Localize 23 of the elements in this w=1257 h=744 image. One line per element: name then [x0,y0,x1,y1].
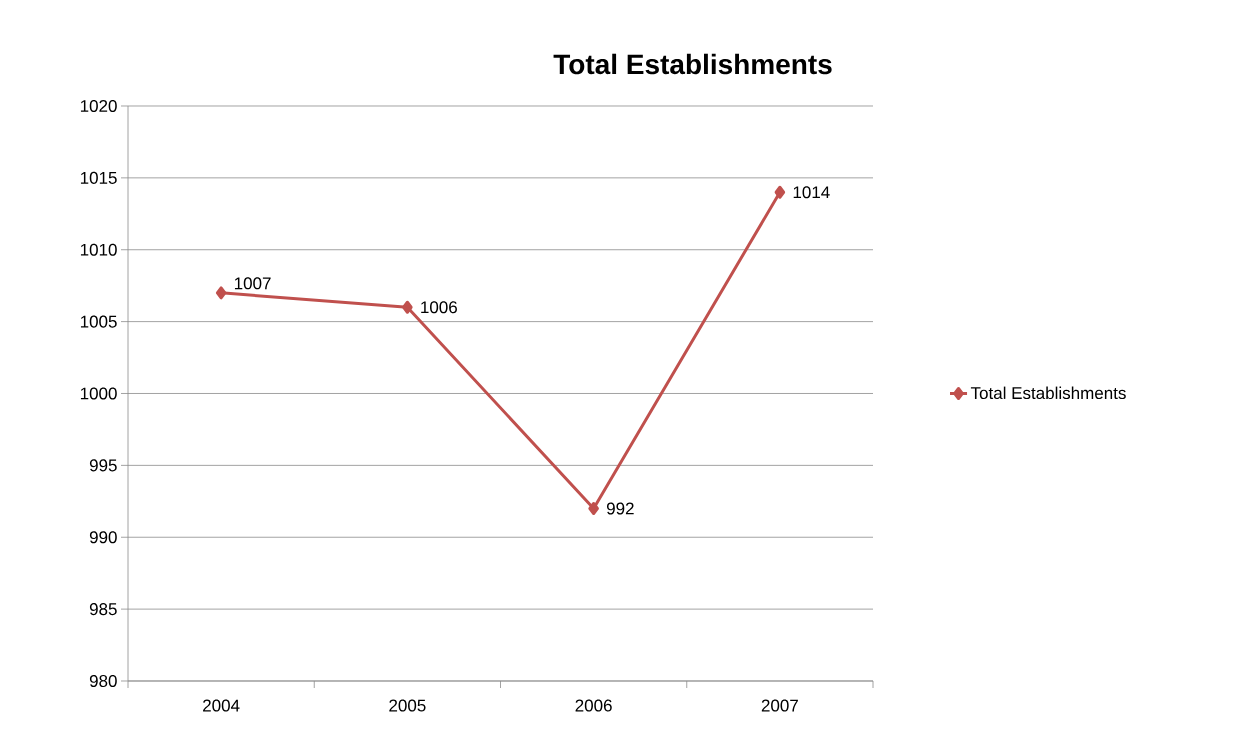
chart-title: Total Establishments [553,53,832,75]
y-tick-label: 980 [89,674,117,688]
point [402,300,413,314]
x-tick-label: 2006 [575,699,612,712]
x-tick-label: 2007 [761,699,798,712]
text: 1006 [421,301,457,314]
x-tick-label: 2004 [203,699,240,712]
y-tick-label: 1015 [80,171,117,184]
y-tick-label: 985 [89,603,117,616]
y-tick-label: 1020 [80,99,117,113]
point [588,502,599,515]
y-tick-label: 990 [89,531,117,544]
point [215,286,227,300]
y-tick-label: 1005 [80,315,117,328]
legend-label: Total Establishments [970,386,1126,400]
point [774,185,786,199]
y-tick-label: 1000 [80,387,117,400]
text: 992 [606,502,634,515]
y-tick-label: 1010 [80,243,117,256]
text: 1007 [234,277,271,290]
y-tick-label: 995 [89,459,117,472]
x-tick-label: 2005 [389,699,426,712]
text: 1014 [793,186,830,199]
